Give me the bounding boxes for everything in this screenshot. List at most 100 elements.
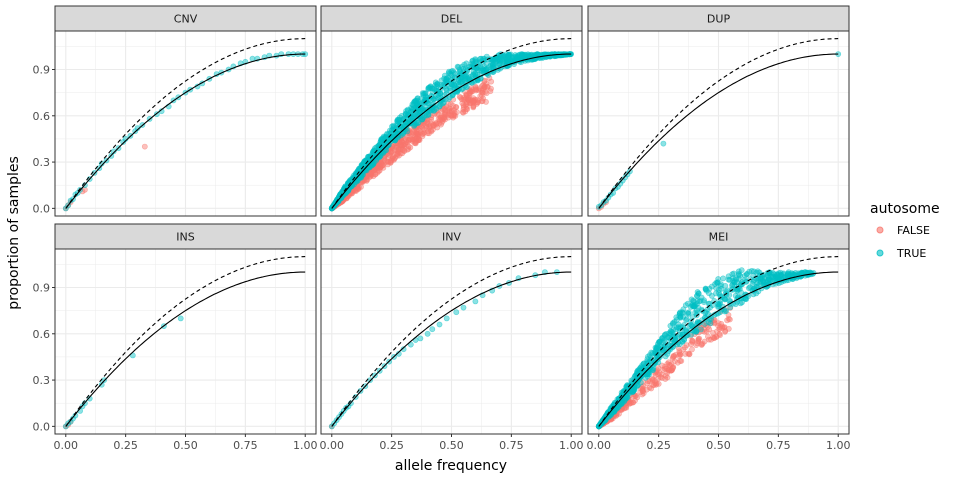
panel-dup: DUP xyxy=(587,5,850,217)
data-point-true xyxy=(713,285,720,292)
x-tick-label: 1.00 xyxy=(826,439,851,452)
legend-key-true xyxy=(876,249,884,257)
data-point-true xyxy=(110,148,117,155)
data-point-true xyxy=(436,321,443,328)
data-point-true xyxy=(430,96,437,103)
panel-cnv: CNV 0.0 0.3 0.6 0.9 xyxy=(33,5,317,217)
reference-curve-solid xyxy=(65,53,306,209)
data-point-false xyxy=(717,332,723,339)
y-tick-label: 0.0 xyxy=(33,420,51,433)
data-point-false xyxy=(722,327,729,334)
data-point-false xyxy=(669,365,676,372)
data-point-true xyxy=(760,277,767,284)
data-point-true xyxy=(749,280,756,287)
legend-key-false xyxy=(876,226,884,234)
data-point-false xyxy=(484,84,491,90)
x-tick-label: 1.00 xyxy=(293,439,318,452)
y-tick-label: 0.9 xyxy=(33,63,51,76)
data-point-false xyxy=(459,100,466,106)
facet-label: CNV xyxy=(174,13,198,26)
facet-strip xyxy=(320,5,583,32)
data-point-true xyxy=(177,315,184,322)
data-point-true xyxy=(443,76,449,82)
x-tick-label: 0.75 xyxy=(766,439,791,452)
data-point-false xyxy=(462,102,469,108)
x-tick-label: 0.00 xyxy=(587,439,612,452)
facet-label: DUP xyxy=(707,13,731,26)
x-tick-label: 0.50 xyxy=(173,439,198,452)
data-point-false xyxy=(400,141,406,148)
data-point-true xyxy=(437,91,444,97)
data-point-true xyxy=(436,103,442,110)
data-point-true xyxy=(725,273,732,280)
data-point-true xyxy=(469,57,476,64)
x-tick-label: 0.25 xyxy=(646,439,671,452)
data-point-false xyxy=(672,351,679,358)
data-point-true xyxy=(477,56,484,62)
facet-label: DEL xyxy=(441,13,463,26)
data-point-false xyxy=(658,371,665,378)
data-point-false xyxy=(374,169,381,176)
data-point-false xyxy=(693,342,700,348)
data-point-true xyxy=(706,285,713,292)
x-tick-label: 0.50 xyxy=(706,439,731,452)
reference-curve-dashed xyxy=(65,38,306,209)
data-point-true xyxy=(443,315,450,322)
x-tick-label: 1.00 xyxy=(559,439,584,452)
data-point-false xyxy=(480,95,486,102)
legend-label-false: FALSE xyxy=(897,224,930,237)
y-tick-label: 0.6 xyxy=(33,328,51,341)
y-tick-label: 0.9 xyxy=(33,281,51,294)
x-tick-label: 0.25 xyxy=(379,439,404,452)
data-point-true xyxy=(720,275,726,282)
data-point-true xyxy=(635,378,641,384)
data-point-true xyxy=(389,123,395,130)
data-point-true xyxy=(487,62,494,69)
y-axis-title: proportion of samples xyxy=(6,156,22,310)
data-point-false xyxy=(394,151,401,157)
panel-border xyxy=(54,30,317,217)
data-point-true xyxy=(460,304,467,311)
data-point-false xyxy=(414,129,421,136)
data-point-true xyxy=(434,81,440,87)
legend: autosome FALSE TRUE xyxy=(870,201,940,260)
data-point-true xyxy=(730,270,737,277)
data-point-false xyxy=(430,122,437,128)
data-point-false xyxy=(441,114,448,121)
data-point-true xyxy=(531,51,538,58)
data-point-true xyxy=(417,335,424,342)
data-point-false xyxy=(423,119,430,126)
facet-label: INS xyxy=(176,231,194,244)
panel-del: DEL xyxy=(320,5,583,217)
data-point-true xyxy=(469,72,476,79)
data-point-false xyxy=(426,130,432,137)
data-point-true xyxy=(428,85,435,92)
data-point-true xyxy=(683,327,689,333)
data-point-false xyxy=(689,346,695,353)
data-point-true xyxy=(808,270,814,277)
data-point-true xyxy=(748,267,755,274)
legend-label-true: TRUE xyxy=(896,247,926,260)
data-point-false xyxy=(448,107,455,114)
data-point-true xyxy=(721,308,728,315)
data-point-true xyxy=(134,125,141,132)
data-point-true xyxy=(693,307,700,314)
y-tick-label: 0.0 xyxy=(33,202,51,215)
x-tick-label: 0.75 xyxy=(233,439,258,452)
data-point-false xyxy=(715,320,722,326)
y-tick-label: 0.3 xyxy=(33,374,51,387)
data-point-false xyxy=(413,135,420,142)
data-point-true xyxy=(424,330,431,337)
data-point-true xyxy=(682,302,689,309)
data-point-false xyxy=(716,326,723,332)
data-point-false xyxy=(470,99,477,106)
data-point-false xyxy=(696,335,703,342)
data-point-true xyxy=(456,66,463,73)
data-point-false xyxy=(472,84,479,91)
data-point-false xyxy=(463,92,470,98)
panel-mei: MEI 0.00 0.25 0.50 0.75 1.00 xyxy=(587,223,851,452)
data-point-true xyxy=(412,98,419,104)
data-point-false xyxy=(82,186,88,193)
data-point-true xyxy=(423,112,430,119)
